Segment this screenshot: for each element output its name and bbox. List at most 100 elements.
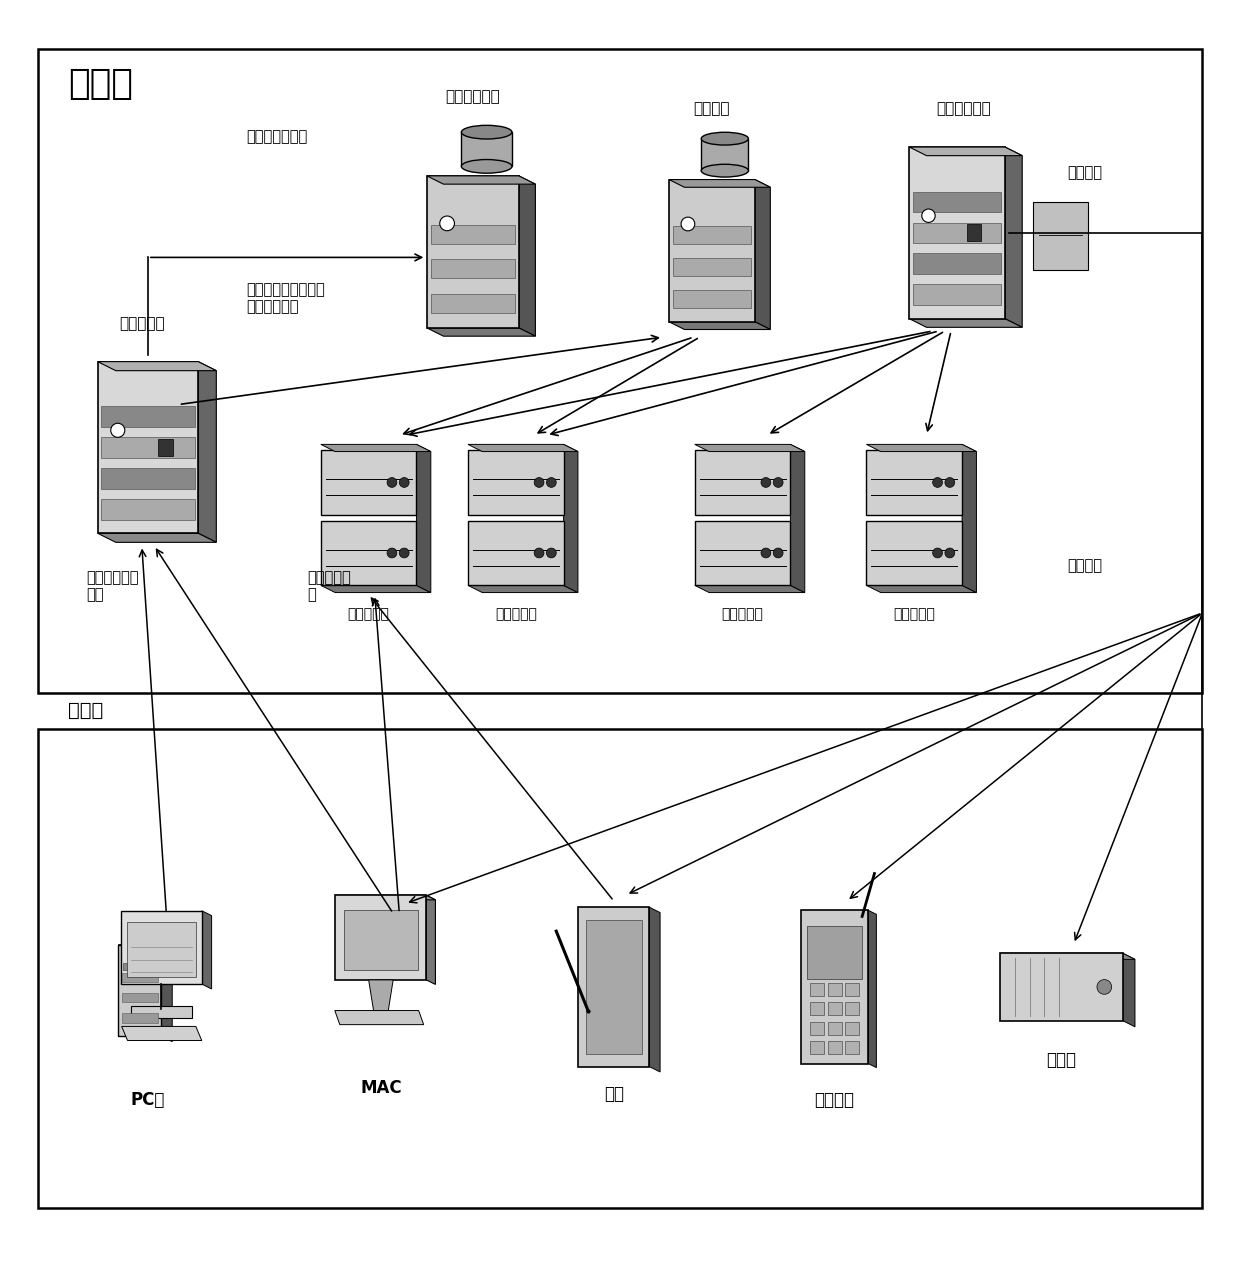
Bar	[430, 226, 515, 245]
Bar	[673, 226, 751, 244]
Text: 控制信息传
输: 控制信息传 输	[308, 570, 351, 603]
Circle shape	[387, 548, 397, 558]
Text: 服务器: 服务器	[68, 68, 133, 101]
Bar	[801, 910, 868, 1063]
Bar	[810, 983, 825, 996]
Polygon shape	[321, 585, 430, 593]
Circle shape	[399, 478, 409, 487]
Bar	[673, 289, 751, 307]
Circle shape	[761, 548, 771, 558]
Bar	[130, 1006, 192, 1019]
Circle shape	[547, 548, 557, 558]
Polygon shape	[962, 445, 976, 593]
Bar	[827, 1040, 842, 1053]
Bar	[810, 1021, 825, 1034]
Text: 网络实时传输
协议: 网络实时传输 协议	[87, 570, 139, 603]
Bar	[122, 910, 202, 984]
Bar	[37, 729, 1203, 1207]
Text: 游戏服务器: 游戏服务器	[495, 607, 537, 621]
Circle shape	[387, 478, 397, 487]
Bar	[37, 48, 1203, 692]
Polygon shape	[790, 445, 805, 593]
Circle shape	[547, 478, 557, 487]
Text: MAC: MAC	[360, 1079, 402, 1096]
Ellipse shape	[702, 133, 749, 145]
Bar	[578, 908, 650, 1067]
Circle shape	[774, 478, 784, 487]
Polygon shape	[161, 945, 172, 1042]
Bar	[807, 926, 862, 979]
Bar	[1001, 954, 1122, 1021]
Polygon shape	[427, 328, 536, 337]
Text: 存储账号、密码: 存储账号、密码	[246, 129, 308, 144]
Polygon shape	[670, 180, 770, 187]
Polygon shape	[417, 445, 430, 593]
Polygon shape	[198, 362, 216, 542]
Bar	[343, 910, 418, 970]
Bar	[336, 895, 427, 980]
Polygon shape	[909, 147, 1022, 156]
Polygon shape	[868, 910, 877, 1067]
Ellipse shape	[461, 125, 512, 139]
Text: PC机: PC机	[130, 1091, 165, 1109]
Polygon shape	[867, 585, 976, 593]
Circle shape	[399, 548, 409, 558]
Bar	[694, 450, 790, 515]
Bar	[321, 520, 417, 585]
Text: 客户端: 客户端	[68, 701, 103, 720]
Polygon shape	[321, 445, 430, 451]
Bar	[913, 191, 1002, 212]
Bar	[118, 945, 161, 1037]
Circle shape	[681, 217, 694, 231]
Bar	[98, 362, 198, 533]
Polygon shape	[427, 895, 435, 984]
Bar	[846, 983, 859, 996]
Text: 游戏服务器: 游戏服务器	[347, 607, 389, 621]
Polygon shape	[1122, 954, 1135, 1026]
Text: 智能手机: 智能手机	[815, 1091, 854, 1109]
Text: 机顶盒: 机顶盒	[1047, 1051, 1076, 1068]
Bar	[827, 983, 842, 996]
Bar	[1033, 203, 1089, 270]
Bar	[913, 284, 1002, 305]
Bar	[867, 450, 962, 515]
Bar	[102, 437, 195, 458]
Polygon shape	[335, 1011, 424, 1025]
Polygon shape	[694, 585, 805, 593]
Circle shape	[932, 478, 942, 487]
Circle shape	[761, 478, 771, 487]
Bar	[810, 1040, 825, 1053]
Polygon shape	[650, 908, 660, 1072]
Bar	[467, 450, 564, 515]
Circle shape	[110, 423, 125, 437]
Text: 数据库服务器: 数据库服务器	[445, 89, 500, 105]
Bar	[810, 1002, 825, 1015]
Text: 数据接收: 数据接收	[1068, 557, 1102, 572]
Circle shape	[932, 548, 942, 558]
Circle shape	[945, 478, 955, 487]
Bar	[909, 147, 1004, 319]
Polygon shape	[909, 319, 1022, 328]
Polygon shape	[755, 180, 770, 329]
Ellipse shape	[461, 159, 512, 173]
Bar	[102, 407, 195, 427]
Text: 流媒体服务器: 流媒体服务器	[936, 102, 991, 116]
Text: 登录服务器: 登录服务器	[119, 316, 165, 332]
Bar	[585, 919, 642, 1054]
Bar	[913, 223, 1002, 244]
Polygon shape	[467, 585, 578, 593]
Polygon shape	[122, 1026, 202, 1040]
Circle shape	[534, 548, 544, 558]
Bar	[122, 993, 157, 1002]
Bar	[157, 439, 174, 456]
Bar	[846, 1040, 859, 1053]
Polygon shape	[564, 445, 578, 593]
Bar	[673, 258, 751, 275]
Bar	[321, 450, 417, 515]
Polygon shape	[694, 445, 805, 451]
Polygon shape	[467, 445, 578, 451]
Text: 游戏服务器: 游戏服务器	[722, 607, 764, 621]
Polygon shape	[336, 895, 435, 900]
Polygon shape	[98, 362, 216, 371]
Bar	[967, 224, 981, 241]
